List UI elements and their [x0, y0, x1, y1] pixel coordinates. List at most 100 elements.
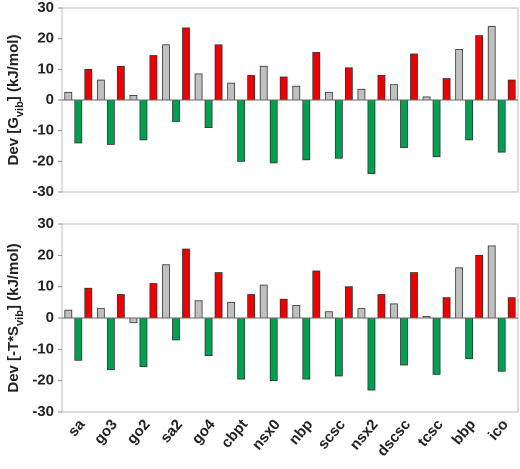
bar [194, 300, 203, 319]
bar [106, 99, 115, 145]
x-tick-label: go2 [123, 416, 153, 447]
x-tick-label: bbp [449, 416, 480, 448]
bar [129, 317, 138, 324]
bar [247, 75, 256, 101]
bar [390, 84, 398, 101]
bar [367, 99, 376, 174]
y-tick-label: 20 [37, 246, 54, 263]
x-tick-label: sa [65, 416, 89, 440]
bar [487, 245, 496, 319]
bar [74, 317, 83, 361]
x-tick-label: ico [485, 416, 512, 444]
bar [334, 317, 343, 377]
bar [390, 303, 398, 319]
x-tick-label: cbpt [218, 416, 251, 451]
bar [116, 294, 125, 319]
bar [292, 305, 301, 319]
bar [129, 95, 138, 101]
bar [410, 53, 418, 101]
y-tick-label: 30 [37, 215, 54, 232]
y-axis-label-part: vib [14, 101, 26, 117]
bar [269, 317, 278, 382]
bar [172, 99, 180, 122]
bar [237, 317, 246, 380]
bar [344, 67, 353, 101]
bar [259, 65, 268, 101]
y-tick-label: -30 [32, 403, 54, 420]
bar [302, 317, 311, 380]
x-tick-label: sa2 [157, 416, 186, 446]
bar [465, 317, 474, 360]
x-tick-label: nbp [286, 416, 317, 448]
bar [344, 286, 353, 319]
bar [279, 76, 288, 101]
bar [64, 309, 73, 319]
y-tick-label: 10 [37, 278, 54, 295]
bar [96, 79, 105, 101]
bar [204, 317, 213, 356]
y-tick-label: 30 [37, 0, 54, 16]
y-axis-label: Dev [-T*Svib] (kJ/mol) [5, 243, 26, 392]
x-tick-label: go3 [91, 416, 121, 447]
y-tick-label: 0 [46, 91, 54, 108]
bar [410, 272, 418, 319]
y-axis-label-part: Dev [G [5, 117, 22, 165]
bar [432, 99, 441, 158]
bar [204, 99, 213, 129]
bar [312, 270, 321, 319]
y-tick-label: -30 [32, 183, 54, 200]
bar [116, 65, 125, 101]
bar [214, 272, 223, 319]
bar [84, 287, 93, 319]
bar [139, 99, 148, 141]
bar [172, 317, 180, 341]
bar [269, 99, 278, 164]
bar [194, 73, 203, 101]
y-tick-label: -20 [32, 372, 54, 389]
bar [279, 298, 288, 319]
bar [182, 27, 190, 101]
x-tick-label: go4 [189, 416, 220, 448]
bar [324, 91, 333, 101]
bar [247, 294, 256, 319]
x-tick-label: scsc [314, 416, 348, 452]
bar [497, 317, 506, 372]
bar [367, 317, 376, 391]
bar [84, 68, 93, 101]
bar [312, 52, 321, 101]
bar [182, 248, 190, 319]
bar [357, 308, 366, 319]
bar [497, 99, 506, 153]
bar [487, 25, 496, 101]
bar [227, 301, 236, 319]
y-tick-label: 0 [46, 309, 54, 326]
bar [400, 317, 408, 366]
bar [507, 79, 516, 101]
bar [334, 99, 343, 159]
bar [106, 317, 115, 371]
bar [432, 317, 441, 375]
bar [465, 99, 474, 141]
y-tick-label: -20 [32, 152, 54, 169]
bar [162, 44, 170, 101]
bar [455, 49, 464, 101]
bar [377, 294, 386, 319]
bar [237, 99, 246, 162]
y-axis-label-part: Dev [-T*S [5, 326, 22, 393]
bar [259, 284, 268, 319]
y-axis-label-part: vib [14, 310, 26, 326]
y-tick-label: 10 [37, 60, 54, 77]
bar [442, 297, 451, 319]
bar [96, 308, 105, 319]
bar [475, 35, 484, 101]
bar [64, 91, 73, 101]
bar [324, 311, 333, 319]
bar [455, 267, 464, 319]
x-tick-label: nsx0 [249, 416, 284, 453]
x-tick-label: dscsc [374, 416, 414, 460]
bar [302, 99, 311, 161]
bar [292, 85, 301, 101]
bar [162, 264, 170, 319]
y-tick-label: -10 [32, 122, 54, 139]
